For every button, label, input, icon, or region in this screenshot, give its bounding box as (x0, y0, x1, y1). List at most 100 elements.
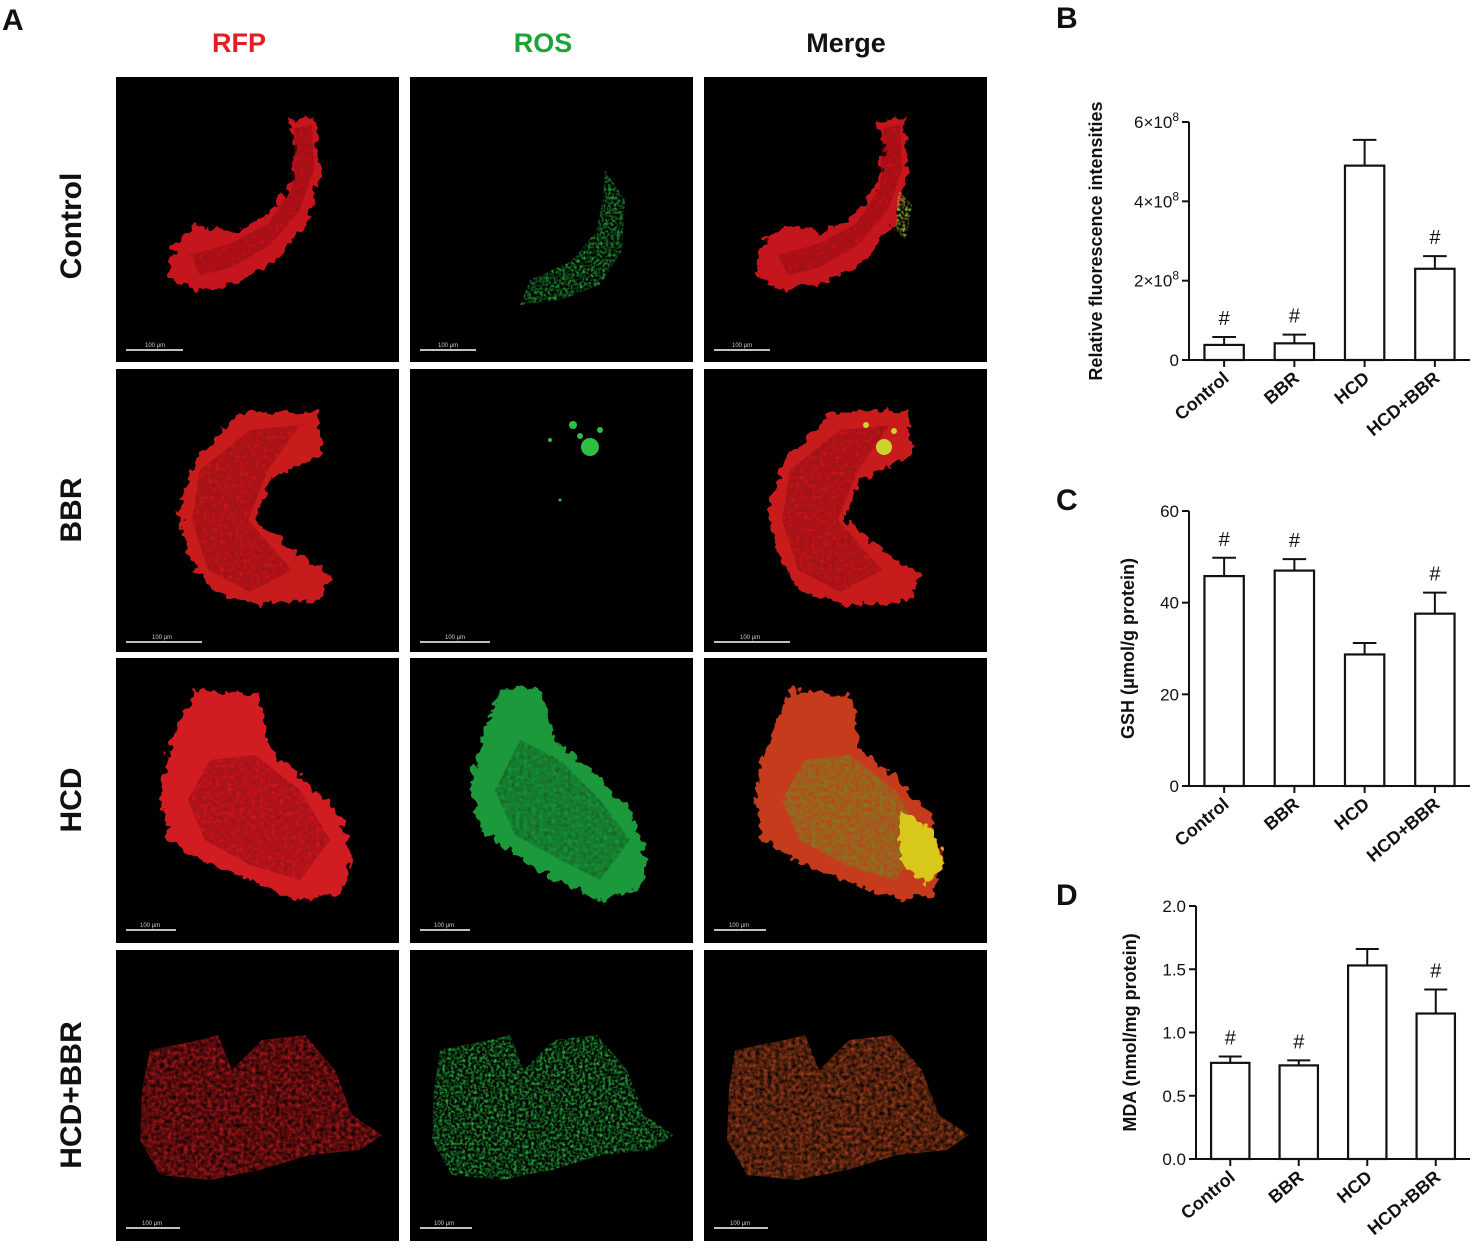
panel-c-letter: C (1056, 484, 1078, 517)
panel-b-letter: B (1056, 2, 1078, 35)
bar-bbr (1278, 1064, 1320, 1161)
y-tick-label-exponent: 8 (1172, 110, 1179, 124)
chart-d-mda: 0.0 0.5 1.0 1.5 2.0 MDA (nmol/mg protein) # Con… (1120, 897, 1470, 1239)
bar-bbr (1273, 569, 1316, 788)
y-axis-label: MDA (nmol/mg protein) (1120, 933, 1140, 1131)
row-label-control: Control (55, 173, 88, 280)
y-tick-label: 2×108 (1134, 269, 1179, 291)
panel-a: A RFP ROS Merge Control BBR HCD HCD+BBR … (2, 4, 987, 1241)
y-tick-label: 60 (1160, 502, 1179, 521)
bar-control (1209, 1061, 1251, 1161)
micrograph-hcd-bbr-merge: 100 μm (704, 950, 987, 1241)
bar-hcd-bbr (1414, 267, 1456, 362)
y-tick-label: 0.0 (1162, 1150, 1186, 1169)
y-tick-label: 1.0 (1162, 1024, 1186, 1043)
x-category-label: BBR (1260, 368, 1303, 408)
x-category-label: HCD+BBR (1363, 368, 1444, 440)
micrograph-bbr-rfp: 100 μm (116, 369, 399, 652)
y-tick-label: 6×108 (1134, 110, 1179, 132)
significance-marker: # (1289, 306, 1301, 328)
significance-marker: # (1429, 227, 1441, 249)
x-category-label: Control (1171, 794, 1233, 850)
significance-marker: # (1429, 564, 1441, 586)
column-header-rfp: RFP (212, 28, 266, 58)
bar-hcd-bbr (1415, 1012, 1457, 1161)
column-header-ros: ROS (514, 28, 573, 58)
column-header-merge: Merge (806, 28, 886, 58)
micrograph-control-merge: 100 μm (704, 77, 987, 362)
y-tick-label: 1.5 (1162, 960, 1186, 979)
bar-hcd (1343, 164, 1386, 362)
y-tick-label-base: 0 (1170, 351, 1179, 370)
y-tick-label-base: 1.5 (1162, 960, 1186, 979)
x-category-label: HCD (1330, 794, 1373, 834)
micrograph-bbr-ros: 100 μm (410, 369, 693, 652)
x-category-label: BBR (1260, 794, 1303, 834)
x-category-label: HCD+BBR (1363, 794, 1444, 866)
scale-bar-label: 100 μm (729, 923, 749, 929)
scale-bar-label: 100 μm (732, 343, 752, 349)
panel-a-letter: A (2, 4, 24, 37)
micrograph-hcd-merge: 100 μm (704, 658, 987, 943)
significance-marker: # (1219, 308, 1231, 330)
micrograph-hcd-ros: 100 μm (410, 658, 693, 943)
significance-marker: # (1219, 529, 1231, 551)
micrograph-hcd-rfp: 100 μm (116, 658, 399, 943)
y-tick-label: 4×108 (1134, 189, 1179, 211)
y-tick-label: 40 (1160, 594, 1179, 613)
y-tick-label-base: 2×10 (1134, 272, 1172, 291)
panel-d-letter: D (1056, 879, 1078, 912)
x-category-label: BBR (1265, 1167, 1308, 1207)
scale-bar-label: 100 μm (730, 1221, 750, 1227)
y-tick-label-base: 6×10 (1134, 113, 1172, 132)
y-axis-label: GSH (μmol/g protein) (1118, 558, 1138, 739)
x-category-label: Control (1177, 1167, 1239, 1223)
x-category-label: HCD+BBR (1364, 1167, 1445, 1239)
y-tick-label: 0 (1170, 351, 1179, 370)
row-label-bbr: BBR (55, 477, 88, 542)
y-tick-label-base: 0.5 (1162, 1087, 1186, 1106)
y-tick-label-base: 2.0 (1162, 897, 1186, 916)
scale-bar-label: 100 μm (152, 635, 172, 641)
y-tick-label-base: 1.0 (1162, 1024, 1186, 1043)
y-tick-label: 20 (1160, 685, 1179, 704)
row-label-hcd-bbr: HCD+BBR (55, 1021, 88, 1169)
y-tick-label-exponent: 8 (1172, 189, 1179, 203)
micrograph-bbr-merge: 100 μm (704, 369, 987, 652)
y-tick-label-base: 4×10 (1134, 192, 1172, 211)
scale-bar-label: 100 μm (140, 923, 160, 929)
significance-marker: # (1293, 1031, 1305, 1053)
y-tick-label: 0 (1170, 777, 1179, 796)
scale-bar-label: 100 μm (434, 923, 454, 929)
x-category-label: HCD (1330, 368, 1373, 408)
significance-marker: # (1289, 530, 1301, 552)
scale-bar-label: 100 μm (740, 635, 760, 641)
significance-marker: # (1430, 960, 1442, 982)
scale-bar-label: 100 μm (434, 1221, 454, 1227)
y-axis-label: Relative fluorescence intensities (1086, 101, 1106, 380)
y-tick-label-base: 60 (1160, 502, 1179, 521)
scale-bar-label: 100 μm (438, 343, 458, 349)
y-tick-label: 0.5 (1162, 1087, 1186, 1106)
micrograph-hcd-bbr-ros: 100 μm (410, 950, 693, 1241)
bar-hcd (1346, 964, 1388, 1161)
scale-bar-label: 100 μm (445, 635, 465, 641)
micrograph-hcd-bbr-rfp: 100 μm (116, 950, 399, 1241)
y-tick-label: 2.0 (1162, 897, 1186, 916)
y-tick-label-base: 20 (1160, 685, 1179, 704)
micrograph-control-rfp: 100 μm (116, 77, 399, 362)
bar-control (1203, 343, 1245, 362)
chart-c-gsh: 0 20 40 60 GSH (μmol/g protein) # Control # BBR H… (1118, 502, 1470, 866)
bar-hcd (1343, 653, 1386, 788)
x-category-label: HCD (1333, 1167, 1376, 1207)
bar-control (1203, 574, 1245, 788)
y-tick-label-base: 0 (1170, 777, 1179, 796)
bar-hcd-bbr (1414, 612, 1456, 788)
scale-bar-label: 100 μm (145, 343, 165, 349)
x-category-label: Control (1171, 368, 1233, 424)
y-tick-label-base: 0.0 (1162, 1150, 1186, 1169)
scale-bar-label: 100 μm (142, 1221, 162, 1227)
y-tick-label-exponent: 8 (1172, 269, 1179, 283)
